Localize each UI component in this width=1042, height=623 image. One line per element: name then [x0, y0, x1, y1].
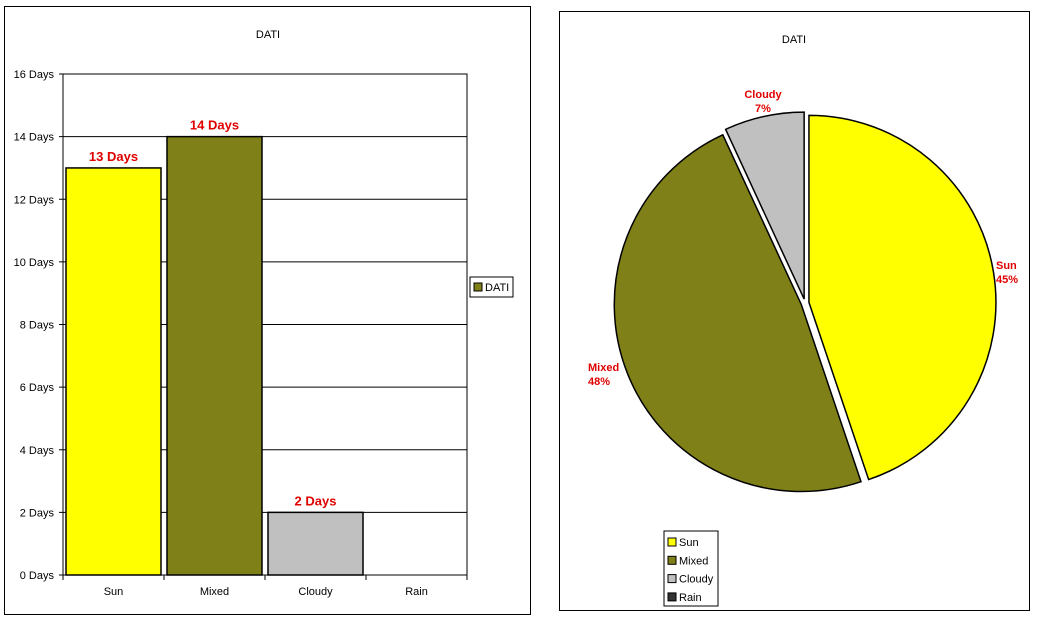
- legend-label: DATI: [485, 282, 509, 294]
- legend: Sun Mixed Cloudy Rain: [663, 530, 719, 607]
- legend-label: Sun: [679, 537, 699, 549]
- x-tick-label: Mixed: [200, 586, 229, 598]
- pie-slice: [724, 111, 805, 300]
- pie-slice: [613, 133, 862, 493]
- bar-chart: DATI 0 Days 2 Days 4 Days 6 Days 8 Days 10 Day…: [14, 29, 514, 598]
- y-tick-label: 4 Days: [20, 445, 55, 457]
- legend-swatch: [667, 574, 677, 584]
- y-tick-label: 14 Days: [14, 132, 55, 144]
- pie-chart-panel: DATI Sun 45% Mixed 48% Cloudy 7% Sun Mixed Cloudy…: [559, 11, 1030, 611]
- legend-swatch: [667, 537, 677, 547]
- bar: [166, 135, 263, 576]
- chart-title: DATI: [256, 29, 280, 41]
- pie-label-category: Mixed: [588, 362, 619, 374]
- pie-label-category: Sun: [996, 260, 1017, 272]
- y-tick-label: 2 Days: [20, 507, 55, 519]
- bar-data-label: 14 Days: [190, 118, 239, 133]
- pie-data-label: Sun 45%: [996, 260, 1018, 286]
- pie-label-percent: 45%: [996, 274, 1018, 286]
- pie-label-percent: 7%: [755, 103, 771, 115]
- legend-swatch: [473, 282, 483, 292]
- legend-label: Rain: [679, 592, 702, 604]
- legend-label: Mixed: [679, 555, 708, 567]
- chart-title: DATI: [782, 34, 806, 46]
- legend-label: Cloudy: [679, 574, 714, 586]
- y-tick-label: 0 Days: [20, 570, 55, 582]
- pie-label-category: Cloudy: [744, 89, 782, 101]
- bar-chart-panel: DATI 0 Days 2 Days 4 Days 6 Days 8 Days 10 Day…: [4, 6, 531, 615]
- x-tick-label: Cloudy: [298, 586, 333, 598]
- y-tick-label: 8 Days: [20, 320, 55, 332]
- y-tick-label: 12 Days: [14, 194, 55, 206]
- legend-swatch: [667, 592, 677, 602]
- pie-label-percent: 48%: [588, 376, 610, 388]
- bar: [65, 167, 162, 576]
- y-tick-label: 10 Days: [14, 257, 55, 269]
- legend-box: [469, 276, 514, 298]
- bar-data-label: 2 Days: [295, 493, 337, 508]
- pie-slice: [808, 114, 997, 481]
- bar-data-label: 13 Days: [89, 149, 138, 164]
- pie-data-label: Mixed 48%: [588, 362, 619, 388]
- pie-data-label: Cloudy 7%: [744, 89, 782, 115]
- x-tick-label: Rain: [405, 586, 428, 598]
- y-tick-label: 16 Days: [14, 69, 55, 81]
- y-tick-label: 6 Days: [20, 382, 55, 394]
- legend-swatch: [667, 555, 677, 565]
- legend: DATI: [469, 276, 514, 298]
- bar: [267, 511, 364, 576]
- x-tick-label: Sun: [104, 586, 124, 598]
- pie-chart: DATI Sun 45% Mixed 48% Cloudy 7% Sun Mixed Cloudy…: [588, 34, 1018, 607]
